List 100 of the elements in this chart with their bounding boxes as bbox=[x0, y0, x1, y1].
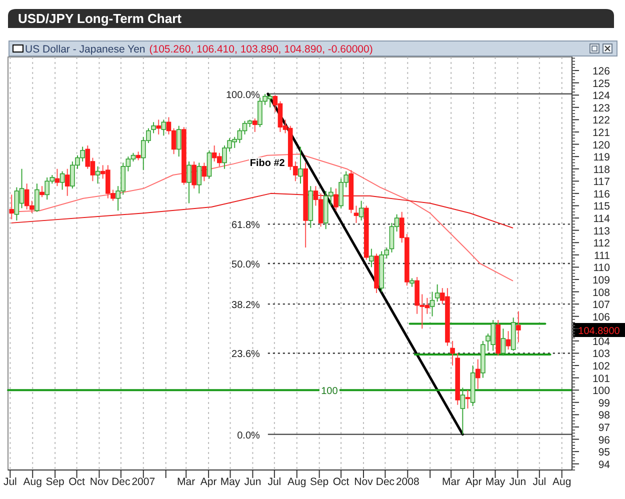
y-tick-label: 115 bbox=[593, 200, 610, 213]
y-tick-label: 118 bbox=[593, 164, 610, 176]
candlestick bbox=[358, 200, 364, 221]
x-tick-label: Jun bbox=[244, 476, 262, 488]
y-tick-label: 100 bbox=[592, 385, 610, 398]
candlestick bbox=[500, 328, 506, 356]
candlestick bbox=[40, 186, 44, 198]
annotation: 100.0% bbox=[226, 90, 260, 101]
candlestick bbox=[369, 248, 374, 268]
candlestick bbox=[252, 118, 258, 132]
y-tick-label: 98 bbox=[598, 410, 610, 422]
y-tick-label: 97 bbox=[598, 422, 610, 434]
y-tick-label: 126 bbox=[592, 66, 610, 78]
y-tick-label: 101 bbox=[592, 372, 610, 385]
x-tick-label: Dec bbox=[376, 476, 395, 488]
y-tick-label: 112 bbox=[593, 238, 610, 250]
annotation: 61.8% bbox=[232, 220, 260, 232]
line-series bbox=[11, 192, 514, 228]
candlestick bbox=[206, 150, 212, 180]
y-tick-label: 107 bbox=[592, 299, 610, 312]
x-tick-label: May bbox=[485, 476, 506, 488]
candlestick bbox=[95, 166, 100, 184]
annotation: 0.0% bbox=[237, 430, 260, 442]
x-tick-label: 2007 bbox=[132, 476, 156, 488]
candlestick bbox=[64, 168, 70, 196]
x-tick-label: Jun bbox=[509, 476, 526, 488]
x-tick-label: Apr bbox=[200, 476, 218, 488]
annotation: 100 bbox=[321, 386, 338, 398]
candlestick bbox=[298, 146, 303, 184]
candlestick bbox=[465, 390, 470, 410]
x-tick-label: May bbox=[220, 476, 241, 488]
candlestick bbox=[196, 162, 202, 194]
candlestick bbox=[161, 119, 166, 136]
text: (105.260, 106.410, 103.890, 104.890, -0.60000) bbox=[149, 44, 373, 56]
y-tick-label: 103 bbox=[592, 348, 610, 360]
candlestick bbox=[54, 168, 60, 187]
y-tick-label: 111 bbox=[594, 250, 610, 262]
candlestick bbox=[506, 330, 511, 350]
candlestick bbox=[434, 284, 440, 302]
x-tick-label: Oct bbox=[68, 476, 86, 488]
x-tick-label: 2008 bbox=[396, 476, 420, 488]
x-tick-label: Nov bbox=[90, 476, 110, 488]
candlestick bbox=[156, 119, 161, 135]
candlestick bbox=[60, 170, 65, 190]
annotation: 50.0% bbox=[232, 260, 260, 270]
candlestick bbox=[176, 125, 182, 158]
y-tick-label: 110 bbox=[593, 262, 610, 274]
y-tick-label: 94 bbox=[598, 458, 610, 471]
x-tick-label: Nov bbox=[354, 476, 374, 488]
y-tick-label: 95 bbox=[598, 446, 610, 459]
y-tick-label: 109 bbox=[592, 274, 610, 286]
x-tick-label: Apr bbox=[465, 476, 482, 488]
x-tick-label: Jul bbox=[3, 476, 17, 488]
series-label: Fibo #2 bbox=[250, 158, 286, 169]
x-tick-label: Aug bbox=[23, 476, 42, 488]
x-tick-label: Dec bbox=[112, 476, 130, 488]
chart-title: USD/JPY Long-Term Chart bbox=[18, 11, 182, 26]
candlestick bbox=[202, 162, 207, 182]
y-tick-label: 121 bbox=[592, 126, 610, 139]
annotation: 38.2% bbox=[232, 300, 260, 312]
x-tick-label: Mar bbox=[442, 476, 461, 488]
candlestick bbox=[460, 387, 466, 435]
y-tick-label: 120 bbox=[592, 139, 610, 152]
y-tick-label: 117 bbox=[593, 176, 610, 188]
y-tick-label: 125 bbox=[592, 78, 610, 90]
x-tick-label: Sep bbox=[310, 476, 329, 488]
y-tick-label: 104 bbox=[592, 336, 610, 348]
y-tick-label: 119 bbox=[593, 152, 610, 164]
y-tick-label: 114 bbox=[593, 213, 610, 226]
y-tick-label: 106 bbox=[592, 311, 610, 324]
x-tick-label: Mar bbox=[177, 476, 196, 488]
y-tick-label: 102 bbox=[592, 360, 610, 373]
y-tick-label: 108 bbox=[592, 286, 610, 299]
x-tick-label: Jul bbox=[268, 476, 282, 488]
text: 104.8900 bbox=[578, 326, 620, 337]
y-tick-label: 122 bbox=[592, 114, 610, 127]
x-tick-label: Aug bbox=[288, 476, 306, 488]
chart-subtitle: US Dollar - Japanese Yen bbox=[25, 44, 146, 56]
candlestick bbox=[151, 122, 156, 134]
x-tick-label: Oct bbox=[332, 476, 350, 488]
y-tick-label: 96 bbox=[598, 434, 610, 446]
candlestick bbox=[450, 340, 455, 366]
y-tick-label: 113 bbox=[593, 225, 610, 238]
candlestick bbox=[430, 291, 435, 317]
y-tick-label: 124 bbox=[592, 90, 610, 102]
candlestick bbox=[192, 160, 196, 190]
y-tick-label: 123 bbox=[592, 102, 610, 114]
y-tick-label: 99 bbox=[598, 397, 610, 410]
candlestick bbox=[516, 310, 521, 343]
x-tick-label: Aug bbox=[552, 476, 572, 488]
candlestick bbox=[354, 205, 359, 224]
annotation: 23.6% bbox=[232, 349, 260, 360]
candlestick bbox=[334, 188, 338, 212]
candlestick bbox=[34, 183, 40, 212]
candlestick bbox=[475, 358, 480, 390]
candlestick bbox=[186, 160, 192, 204]
y-tick-label: 116 bbox=[593, 188, 610, 200]
candlestick bbox=[9, 194, 14, 220]
x-tick-label: Jul bbox=[532, 476, 546, 488]
x-tick-label: Sep bbox=[46, 476, 65, 488]
